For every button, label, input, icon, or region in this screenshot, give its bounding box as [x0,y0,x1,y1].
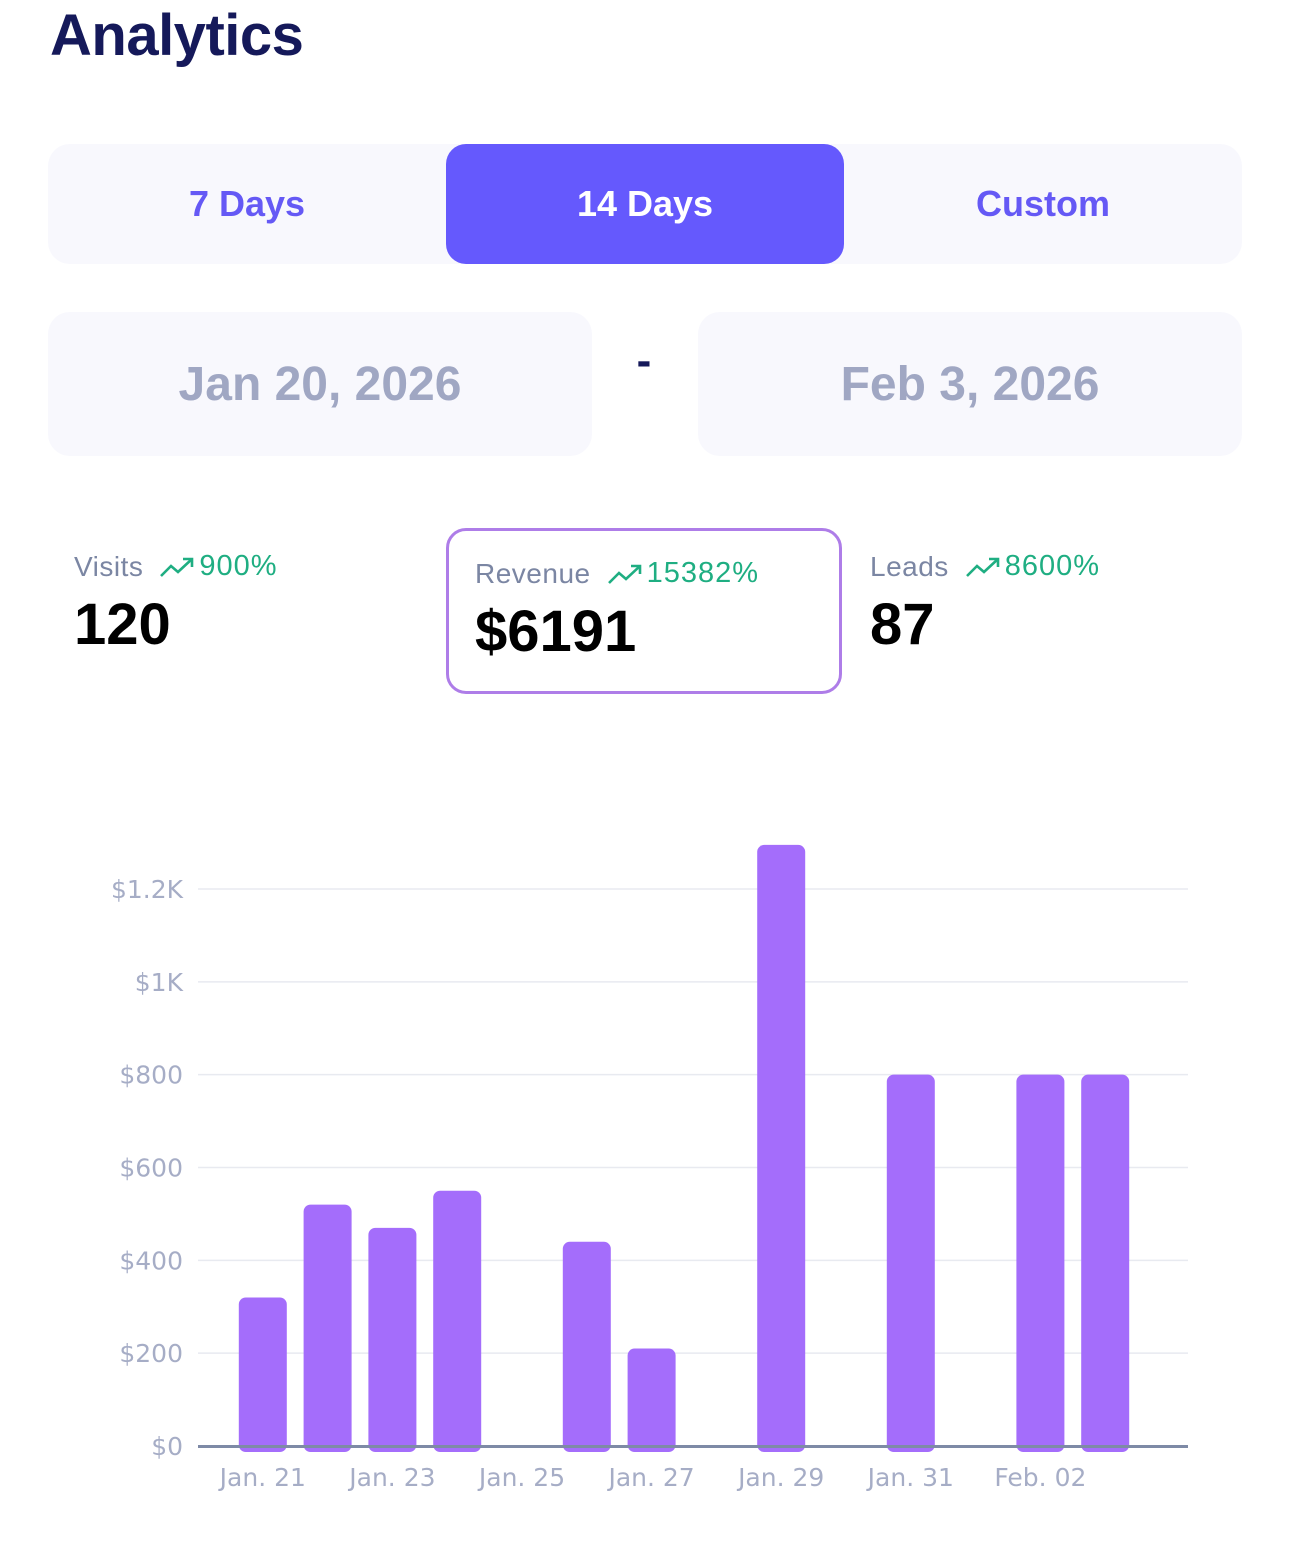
metric-label: Leads [870,550,949,582]
bar [303,1204,352,1452]
bar [238,1297,287,1452]
trending-up-icon [607,564,641,584]
x-tick-label: Jan. 21 [218,1463,306,1492]
date-separator: - [636,336,652,385]
bar [886,1074,935,1452]
y-tick-label: $800 [119,1061,183,1090]
x-tick-label: Jan. 27 [606,1463,694,1492]
x-tick-label: Feb. 02 [994,1463,1086,1492]
x-tick-label: Jan. 23 [347,1463,435,1492]
bar [627,1348,676,1452]
x-tick-label: Jan. 25 [477,1463,565,1492]
metric-label: Revenue [475,557,591,589]
metric-value: 87 [870,592,935,657]
metric-label: Visits [74,550,144,582]
bar [1081,1074,1130,1452]
start-date-field[interactable]: Jan 20, 2026 [48,312,592,456]
end-date-field[interactable]: Feb 3, 2026 [698,312,1242,456]
x-tick-label: Jan. 31 [866,1463,954,1492]
x-tick-label: Jan. 29 [736,1463,824,1492]
revenue-bar-chart: $0 $200 $400 $600 $800 $1K $1.2K Jan. 21 Jan. 23… [111,844,1188,1492]
metric-change-value: 15382% [646,557,760,589]
bar [757,844,806,1452]
metric-leads[interactable]: Leads 8600% 87 [844,528,1240,694]
bar [562,1241,611,1452]
y-tick-label: $600 [119,1154,183,1183]
bar [368,1227,417,1452]
tab-custom[interactable]: Custom [976,183,1110,224]
metric-change: 15382% [607,557,759,590]
tab-7-days[interactable]: 7 Days [188,183,306,224]
trending-up-icon [965,557,1000,577]
metric-revenue[interactable]: Revenue 15382% $6191 [446,528,842,694]
y-tick-label: $1.2K [111,875,184,904]
bar [433,1190,482,1452]
metric-change: 8600% [965,550,1100,583]
metric-value: 120 [74,592,171,657]
metric-change-value: 900% [199,550,278,582]
metric-value: $6191 [475,599,637,664]
y-tick-label: $1K [135,968,184,997]
trending-up-icon [160,557,194,577]
tab-14-days[interactable]: 14 Days [446,144,844,264]
page-title: Analytics [50,3,304,68]
bar [1016,1074,1065,1452]
metric-change-value: 8600% [1004,550,1101,582]
y-tick-label: $400 [119,1246,183,1275]
y-tick-label: $200 [119,1339,183,1368]
metric-visits[interactable]: Visits 900% 120 [48,528,444,694]
y-tick-label: $0 [151,1432,183,1461]
metric-change: 900% [159,550,277,583]
range-selector: 7 Days 14 Days Custom [48,144,1242,264]
